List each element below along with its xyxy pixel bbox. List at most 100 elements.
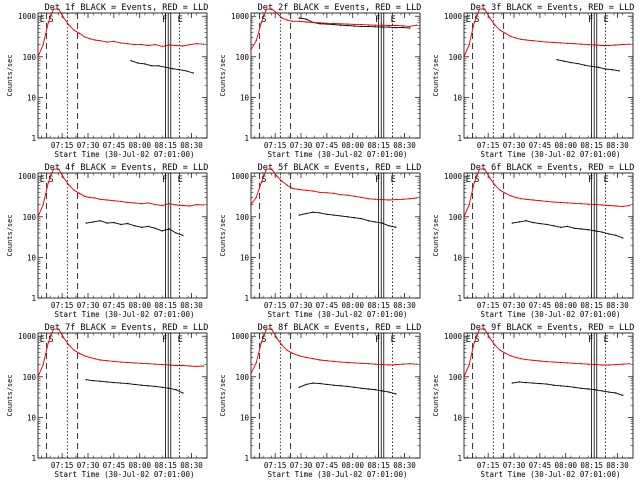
lld-point [494, 184, 496, 186]
x-tick-label: 07:30 [503, 301, 526, 310]
lld-point [566, 362, 569, 364]
lld-point [286, 184, 288, 186]
lld-point [468, 203, 470, 206]
chart-svg: Det 9f BLACK = Events, RED = LLD 1 10 100 10… [432, 323, 634, 479]
events-point [319, 23, 321, 25]
y-tick-label: 1 [31, 134, 36, 143]
events-point [388, 391, 390, 393]
lld-point [127, 201, 129, 204]
y-tick-label: 10 [453, 253, 463, 262]
events-point [539, 382, 541, 385]
events-point [546, 223, 548, 226]
events-point [175, 232, 177, 234]
marker-label: F [162, 175, 167, 185]
x-axis-label: Start Time (30-Jul-02 07:01:00) [268, 470, 408, 479]
x-tick-label: 08:30 [180, 301, 203, 310]
lld-point [94, 358, 96, 360]
events-point [127, 222, 129, 225]
events-point [381, 26, 383, 28]
lld-point [489, 177, 491, 179]
events-point [584, 64, 586, 66]
lld-point [409, 198, 411, 200]
lld-point [250, 203, 252, 206]
x-tick-label: 07:30 [503, 461, 526, 470]
lld-point [140, 203, 143, 205]
chart-title: Det 8f BLACK = Events, RED = LLD [258, 323, 422, 333]
lld-point [622, 363, 624, 365]
lld-point [140, 362, 143, 364]
lld-point [546, 361, 548, 363]
x-tick-label: 07:30 [77, 141, 100, 150]
x-tick-label: 08:15 [367, 301, 390, 310]
lld-point [291, 20, 294, 22]
lld-point [628, 204, 631, 207]
lld-point [415, 197, 418, 199]
lld-point [608, 44, 610, 47]
lld-point [615, 44, 617, 46]
lld-point [515, 196, 517, 199]
x-tick-label: 07:15 [477, 461, 500, 470]
lld-point [509, 195, 512, 197]
events-point [374, 389, 376, 391]
lld-series-line [37, 8, 204, 57]
x-tick-label: 08:15 [580, 141, 603, 150]
events-point [154, 385, 156, 388]
lld-point [168, 364, 170, 366]
x-tick-label: 07:15 [477, 141, 500, 150]
events-point [518, 381, 520, 383]
lld-point [615, 363, 617, 366]
marker-label: F [588, 15, 593, 25]
events-point [99, 220, 101, 222]
y-tick-label: 1000 [18, 172, 37, 181]
lld-point [608, 364, 610, 366]
events-point [137, 62, 139, 64]
events-point [182, 234, 184, 236]
lld-point [182, 45, 184, 47]
lld-point [622, 43, 624, 46]
y-tick-label: 10 [240, 413, 250, 422]
events-point [147, 225, 150, 228]
x-tick-label: 08:00 [554, 141, 577, 150]
lld-point [63, 17, 65, 19]
events-point [133, 225, 136, 227]
lld-point [395, 363, 397, 366]
x-tick-label: 07:30 [290, 141, 313, 150]
events-point [395, 226, 397, 228]
lld-point [42, 363, 44, 366]
lld-point [381, 24, 383, 26]
lld-point [515, 356, 517, 359]
lld-point [52, 328, 55, 330]
lld-point [573, 43, 576, 45]
lld-point [89, 38, 91, 40]
events-point [511, 382, 513, 384]
lld-point [68, 344, 70, 346]
lld-point [463, 216, 465, 218]
events-point [319, 382, 321, 385]
events-point [113, 381, 115, 384]
lld-point [333, 192, 335, 194]
events-point [611, 69, 613, 71]
events-point [326, 383, 328, 386]
detector-panel-5: Det 5f BLACK = Events, RED = LLD 1 10 100 10… [213, 160, 426, 320]
lld-point [73, 189, 75, 191]
events-point [185, 70, 187, 72]
events-point [615, 234, 617, 236]
lld-point [353, 195, 356, 197]
events-point [305, 383, 307, 386]
lld-point [525, 39, 527, 41]
lld-point [250, 49, 252, 51]
lld-point [374, 24, 376, 26]
events-point [532, 382, 534, 384]
y-tick-label: 1 [31, 294, 36, 303]
lld-point [47, 21, 49, 24]
events-point [127, 382, 129, 385]
marker-label: S [261, 15, 266, 25]
events-point [573, 227, 576, 229]
lld-point [255, 40, 257, 42]
x-tick-label: 08:15 [154, 301, 177, 310]
chart-svg: Det 7f BLACK = Events, RED = LLD 1 10 100 10… [6, 323, 208, 479]
y-tick-label: 1 [457, 454, 462, 463]
lld-point [326, 22, 328, 24]
lld-point [202, 43, 205, 45]
lld-point [281, 344, 283, 346]
